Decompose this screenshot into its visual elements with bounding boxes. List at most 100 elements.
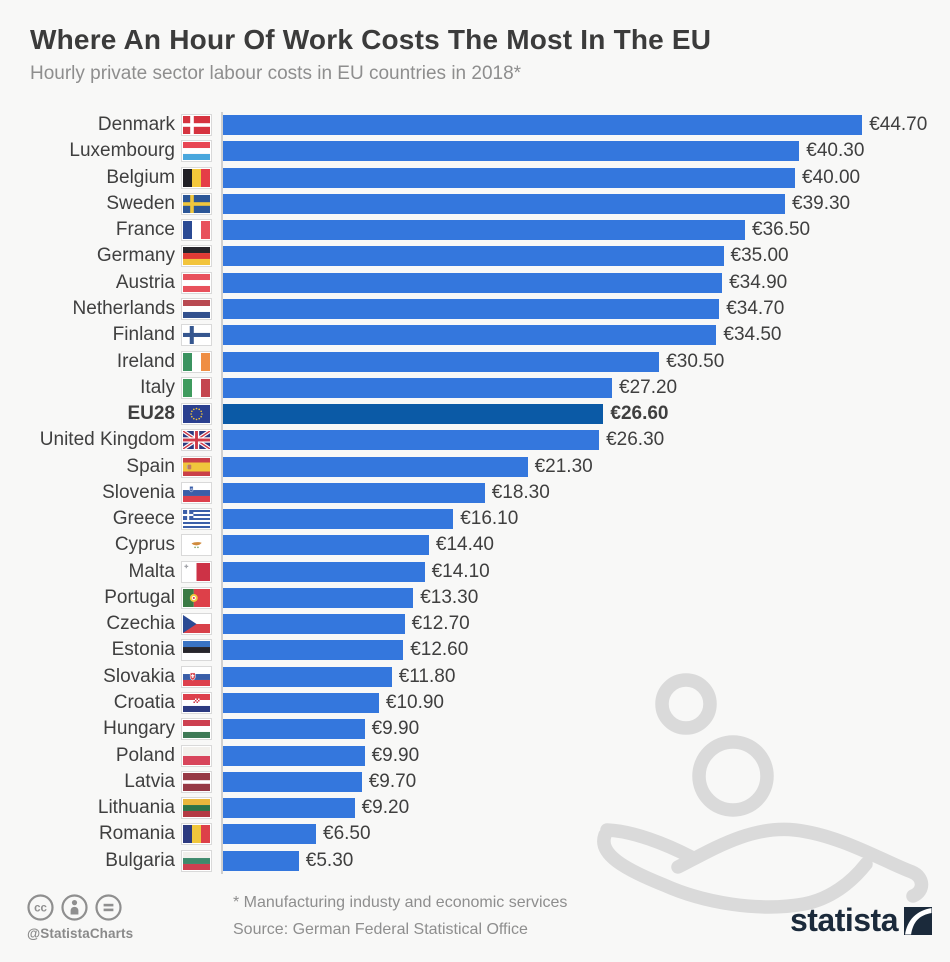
flag-slovakia-icon (181, 665, 212, 688)
flag-slovenia-icon (181, 481, 212, 504)
bar-zone: €9.20 (223, 797, 930, 819)
page-subtitle: Hourly private sector labour costs in EU… (30, 63, 522, 84)
bar-zone: €6.50 (223, 823, 930, 845)
country-label: Ireland (116, 350, 175, 372)
bar-row: France €36.50 (30, 217, 930, 243)
bar (223, 850, 299, 871)
bar (223, 745, 365, 766)
country-label: Cyprus (114, 534, 175, 556)
bar-zone: €21.30 (223, 456, 930, 478)
flag-finland-icon (181, 324, 212, 347)
bar (223, 640, 404, 661)
country-label: France (115, 219, 175, 241)
value-label: €9.90 (371, 744, 420, 766)
value-label: €39.30 (792, 192, 851, 214)
flag-sweden-icon (181, 192, 212, 215)
bar-zone: €26.30 (223, 429, 930, 451)
bar-zone: €9.70 (223, 771, 930, 793)
country-label: Czechia (106, 613, 175, 635)
bar-zone: €35.00 (223, 245, 930, 267)
bar-zone: €34.90 (223, 272, 930, 294)
bar-row: Cyprus €14.40 (30, 532, 930, 558)
value-label: €14.10 (431, 560, 490, 582)
bar-zone: €9.90 (223, 745, 930, 767)
bar-row: Spain €21.30 (30, 453, 930, 479)
bar-row: Belgium €40.00 (30, 165, 930, 191)
country-label: Germany (96, 245, 175, 267)
header: Where An Hour Of Work Costs The Most In … (30, 24, 711, 85)
value-label: €26.30 (606, 429, 665, 451)
value-label: €13.30 (420, 586, 479, 608)
country-label: Austria (115, 271, 175, 293)
bar-row: Austria €34.90 (30, 270, 930, 296)
country-label: Spain (126, 455, 175, 477)
flag-united-kingdom-icon (181, 429, 212, 452)
bar-zone: €26.60 (223, 403, 930, 425)
value-label: €16.10 (460, 508, 519, 530)
flag-denmark-icon (181, 114, 212, 137)
value-label: €40.00 (802, 166, 861, 188)
country-label: Greece (112, 508, 175, 530)
cc-icon: cc (27, 894, 54, 921)
statista-charts-handle: @StatistaCharts (27, 926, 134, 941)
footnote: * Manufacturing industy and economic ser… (233, 894, 568, 911)
bar-zone: €9.90 (223, 718, 930, 740)
bar-row: United Kingdom €26.30 (30, 427, 930, 453)
value-label: €5.30 (305, 849, 354, 871)
bar-row: Portugal €13.30 (30, 585, 930, 611)
flag-romania-icon (181, 823, 212, 846)
flag-ireland-icon (181, 350, 212, 373)
country-label: Netherlands (72, 297, 175, 319)
country-label: Denmark (97, 114, 175, 136)
flag-bulgaria-icon (181, 849, 212, 872)
bar-row: Czechia €12.70 (30, 611, 930, 637)
hand-giving-person-icon (597, 673, 929, 914)
value-label: €11.80 (398, 665, 456, 687)
bar-zone: €12.60 (223, 639, 930, 661)
value-label: €40.30 (806, 140, 865, 162)
flag-germany-icon (181, 245, 212, 268)
bar-row: Malta €14.10 (30, 559, 930, 585)
country-label: Estonia (111, 639, 175, 661)
bar-rows: Denmark €44.70 Luxembourg €40.30 Belgium… (30, 112, 930, 874)
bar-zone: €27.20 (223, 377, 930, 399)
bar-zone: €39.30 (223, 193, 930, 215)
bar (223, 141, 800, 162)
bar (223, 325, 717, 346)
value-label: €36.50 (752, 219, 811, 241)
flag-greece-icon (181, 508, 212, 531)
bar-row: Poland €9.90 (30, 742, 930, 768)
bar (223, 824, 316, 845)
svg-text:cc: cc (34, 903, 47, 915)
flag-estonia-icon (181, 639, 212, 662)
flag-italy-icon (181, 376, 212, 399)
value-label: €9.20 (361, 797, 410, 819)
bar-row: Netherlands €34.70 (30, 296, 930, 322)
flag-france-icon (181, 219, 212, 242)
cc-icons: cc (27, 894, 207, 921)
value-label: €44.70 (869, 114, 928, 136)
bar-row: Denmark €44.70 (30, 112, 930, 138)
value-label: €34.50 (723, 324, 782, 346)
bar (223, 561, 425, 582)
country-label: Hungary (103, 718, 175, 740)
bar (223, 666, 392, 687)
bar (223, 430, 600, 451)
statista-logo-icon (904, 906, 932, 935)
country-label: Poland (115, 744, 175, 766)
statista-logo: statista (790, 902, 932, 939)
value-label: €14.40 (435, 534, 495, 556)
bar-zone: €34.70 (223, 298, 930, 320)
country-label: Bulgaria (105, 849, 175, 871)
flag-hungary-icon (181, 718, 212, 741)
flag-czechia-icon (181, 613, 212, 636)
bar (223, 404, 604, 425)
bar-row: Slovakia €11.80 (30, 664, 930, 690)
source: Source: German Federal Statistical Offic… (233, 921, 528, 938)
value-label: €27.20 (619, 376, 678, 398)
bar-zone: €16.10 (223, 508, 930, 530)
bar (223, 482, 485, 503)
page-title: Where An Hour Of Work Costs The Most In … (30, 24, 712, 55)
country-label: Latvia (124, 770, 175, 792)
bar-row: Slovenia €18.30 (30, 480, 930, 506)
